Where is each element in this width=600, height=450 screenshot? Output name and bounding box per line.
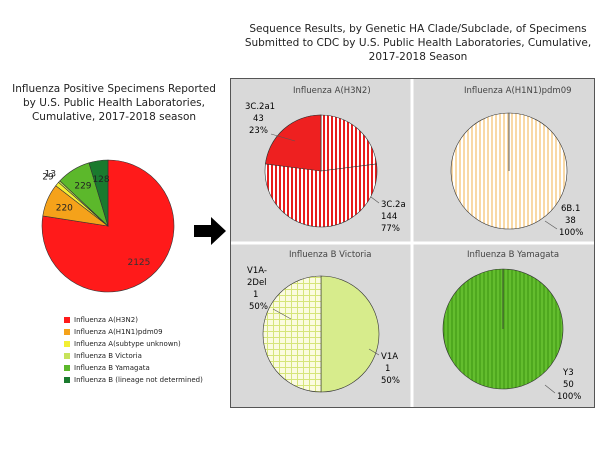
slice-percent: 77% bbox=[381, 224, 400, 234]
slice-value: 38 bbox=[565, 216, 576, 226]
main-pie-data-label: 220 bbox=[56, 203, 73, 213]
main-pie-data-label: 128 bbox=[92, 175, 109, 185]
slice-label: 6B.1 bbox=[561, 204, 580, 214]
panel-yamagata: Influenza B Yamagata Y3 50 100% bbox=[442, 250, 581, 402]
legend-label: Influenza A(subtype unknown) bbox=[74, 340, 181, 348]
slice-value: 1 bbox=[385, 364, 390, 374]
panel-title: Influenza B Victoria bbox=[289, 250, 371, 260]
clade-panels-svg: Influenza A(H3N2) 3C.2a1 43 23% 3C.2a 14… bbox=[231, 79, 594, 407]
legend-swatch bbox=[64, 377, 70, 383]
legend-item-unknown: Influenza A(subtype unknown) bbox=[64, 338, 203, 350]
slice-label: 3C.2a bbox=[381, 200, 406, 210]
slice-value: 144 bbox=[381, 212, 397, 222]
legend-item-h3n2: Influenza A(H3N2) bbox=[64, 314, 203, 326]
pie-slice-lineage-nd bbox=[88, 159, 109, 227]
legend-label: Influenza A(H1N1)pdm09 bbox=[74, 328, 163, 336]
panel-h3n2: Influenza A(H3N2) 3C.2a1 43 23% 3C.2a 14… bbox=[245, 86, 406, 234]
legend-label: Influenza A(H3N2) bbox=[74, 316, 138, 324]
legend-item-h1n1: Influenza A(H1N1)pdm09 bbox=[64, 326, 203, 338]
panel-title: Influenza A(H1N1)pdm09 bbox=[464, 86, 572, 96]
legend-item-victoria: Influenza B Victoria bbox=[64, 350, 203, 362]
pie-slice-3c2a1-fill bbox=[265, 114, 322, 172]
legend-label: Influenza B Victoria bbox=[74, 352, 142, 360]
main-pie-data-label: 2125 bbox=[127, 258, 150, 268]
legend-label: Influenza B Yamagata bbox=[74, 364, 150, 372]
legend-swatch bbox=[64, 353, 70, 359]
panel-victoria: Influenza B Victoria V1A- 2Del 1 50% V1A… bbox=[247, 250, 400, 393]
legend-swatch bbox=[64, 317, 70, 323]
slice-percent: 50% bbox=[249, 302, 268, 312]
slice-percent: 50% bbox=[381, 376, 400, 386]
left-chart-title: Influenza Positive Specimens Reported by… bbox=[12, 83, 216, 123]
slice-label: V1A- bbox=[247, 266, 267, 276]
main-pie-data-label: 13 bbox=[45, 170, 56, 180]
slice-percent: 100% bbox=[559, 228, 583, 238]
main-pie-data-label: 229 bbox=[74, 182, 91, 192]
legend-label: Influenza B (lineage not determined) bbox=[74, 376, 203, 384]
clade-panels: Influenza A(H3N2) 3C.2a1 43 23% 3C.2a 14… bbox=[230, 78, 595, 408]
slice-label: Y3 bbox=[562, 368, 574, 378]
slice-percent: 23% bbox=[249, 126, 268, 136]
main-pie-data-label: 29 bbox=[42, 172, 54, 182]
pie-slice-v1a bbox=[320, 275, 380, 393]
arrow-right-icon bbox=[194, 217, 226, 245]
slice-value: 50 bbox=[563, 380, 574, 390]
legend-swatch bbox=[64, 329, 70, 335]
slice-label: V1A bbox=[381, 352, 398, 362]
panel-h1n1: Influenza A(H1N1)pdm09 6B.1 38 100% bbox=[450, 86, 583, 238]
right-chart-title: Sequence Results, by Genetic HA Clade/Su… bbox=[244, 23, 592, 63]
panel-title: Influenza A(H3N2) bbox=[293, 86, 371, 96]
legend-item-yamagata: Influenza B Yamagata bbox=[64, 362, 203, 374]
slice-value: 1 bbox=[253, 290, 258, 300]
slice-percent: 100% bbox=[557, 392, 581, 402]
legend: Influenza A(H3N2) Influenza A(H1N1)pdm09… bbox=[64, 314, 203, 386]
slice-label: 3C.2a1 bbox=[245, 102, 275, 112]
legend-item-lineage-nd: Influenza B (lineage not determined) bbox=[64, 374, 203, 386]
legend-swatch bbox=[64, 365, 70, 371]
panel-title: Influenza B Yamagata bbox=[467, 250, 559, 260]
legend-swatch bbox=[64, 341, 70, 347]
slice-value: 43 bbox=[253, 114, 264, 124]
slice-label: 2Del bbox=[247, 278, 267, 288]
pie-slice-3c2a1 bbox=[320, 114, 377, 172]
pie-slice-v1a-2del bbox=[262, 275, 322, 393]
